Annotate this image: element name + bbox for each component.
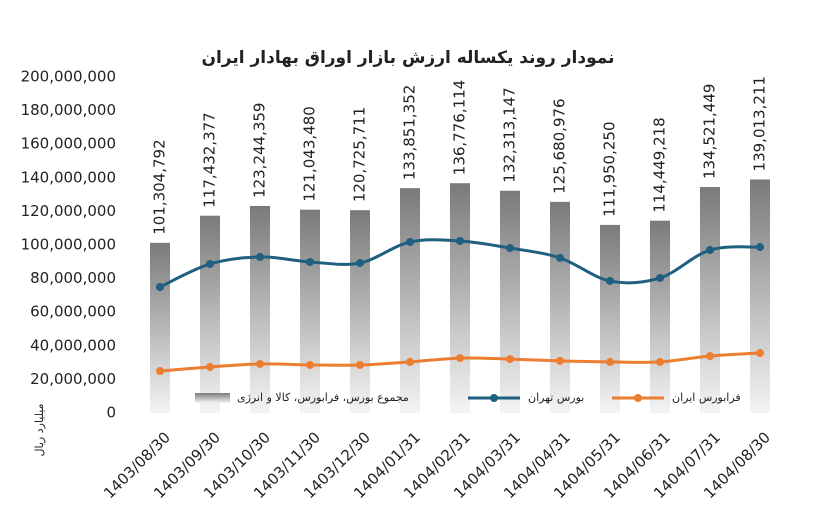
bar [200,215,220,413]
chart-title: نمودار روند یکساله ارزش بازار اوراق بهاد… [201,48,614,68]
bar [400,188,420,413]
data-label: 136,776,114 [451,80,469,175]
data-label: 139,013,211 [751,76,769,171]
bar [650,220,670,413]
marker [406,237,414,246]
marker [306,257,314,266]
marker [606,357,614,366]
legend-swatch [195,393,230,403]
data-label: 111,950,250 [601,121,619,216]
legend-label: بورس تهران [528,391,584,404]
data-label: 132,313,147 [501,87,519,182]
marker [406,357,414,366]
data-label: 133,851,352 [401,85,419,180]
bar [600,224,620,413]
bar [500,190,520,413]
y-tick-label: 60,000,000 [30,303,116,321]
marker [256,359,264,368]
bar [300,209,320,413]
marker [756,243,764,252]
marker [556,356,564,365]
legend-swatch [490,394,498,402]
data-label: 134,521,449 [701,84,719,179]
data-label: 114,449,218 [651,117,669,212]
marker [356,360,364,369]
legend-label: فرابورس ایران [672,391,741,404]
y-tick-label: 100,000,000 [21,236,116,254]
data-label: 117,432,377 [201,112,219,207]
legend-label: مجموع بورس، فرابورس، کالا و انرژی [237,391,409,404]
marker [456,236,464,245]
bar [350,210,370,413]
marker [206,259,214,268]
marker [156,283,164,291]
y-axis-label: میلیارد ریال [33,403,46,456]
y-tick-label: 160,000,000 [21,135,116,153]
bar [550,201,570,413]
marker [456,354,464,363]
y-tick-label: 180,000,000 [21,101,116,119]
bar [700,187,720,413]
marker [656,357,664,366]
marker [756,349,764,358]
data-label: 125,680,976 [551,98,569,193]
marker [506,244,514,253]
data-label: 123,244,359 [251,103,269,198]
marker [706,246,714,255]
marker [606,276,614,285]
data-label: 101,304,792 [151,139,169,234]
y-tick-label: 20,000,000 [30,370,116,388]
bar [750,179,770,413]
bar [450,183,470,413]
marker [506,355,514,364]
data-label: 120,725,711 [351,107,369,202]
y-tick-label: 120,000,000 [21,202,116,220]
y-tick-label: 0 [106,404,116,422]
data-label: 121,043,480 [301,106,319,201]
marker [656,273,664,282]
y-tick-label: 80,000,000 [30,269,116,287]
marker [206,362,214,371]
y-tick-label: 140,000,000 [21,168,116,186]
bar [150,242,170,413]
legend-swatch [634,394,642,402]
marker [256,252,264,261]
y-tick-label: 40,000,000 [30,336,116,354]
marker [706,352,714,361]
bar [250,205,270,413]
marker [306,360,314,369]
marker [356,258,364,267]
y-tick-label: 200,000,000 [21,68,116,86]
marker [156,367,164,375]
marker [556,253,564,262]
